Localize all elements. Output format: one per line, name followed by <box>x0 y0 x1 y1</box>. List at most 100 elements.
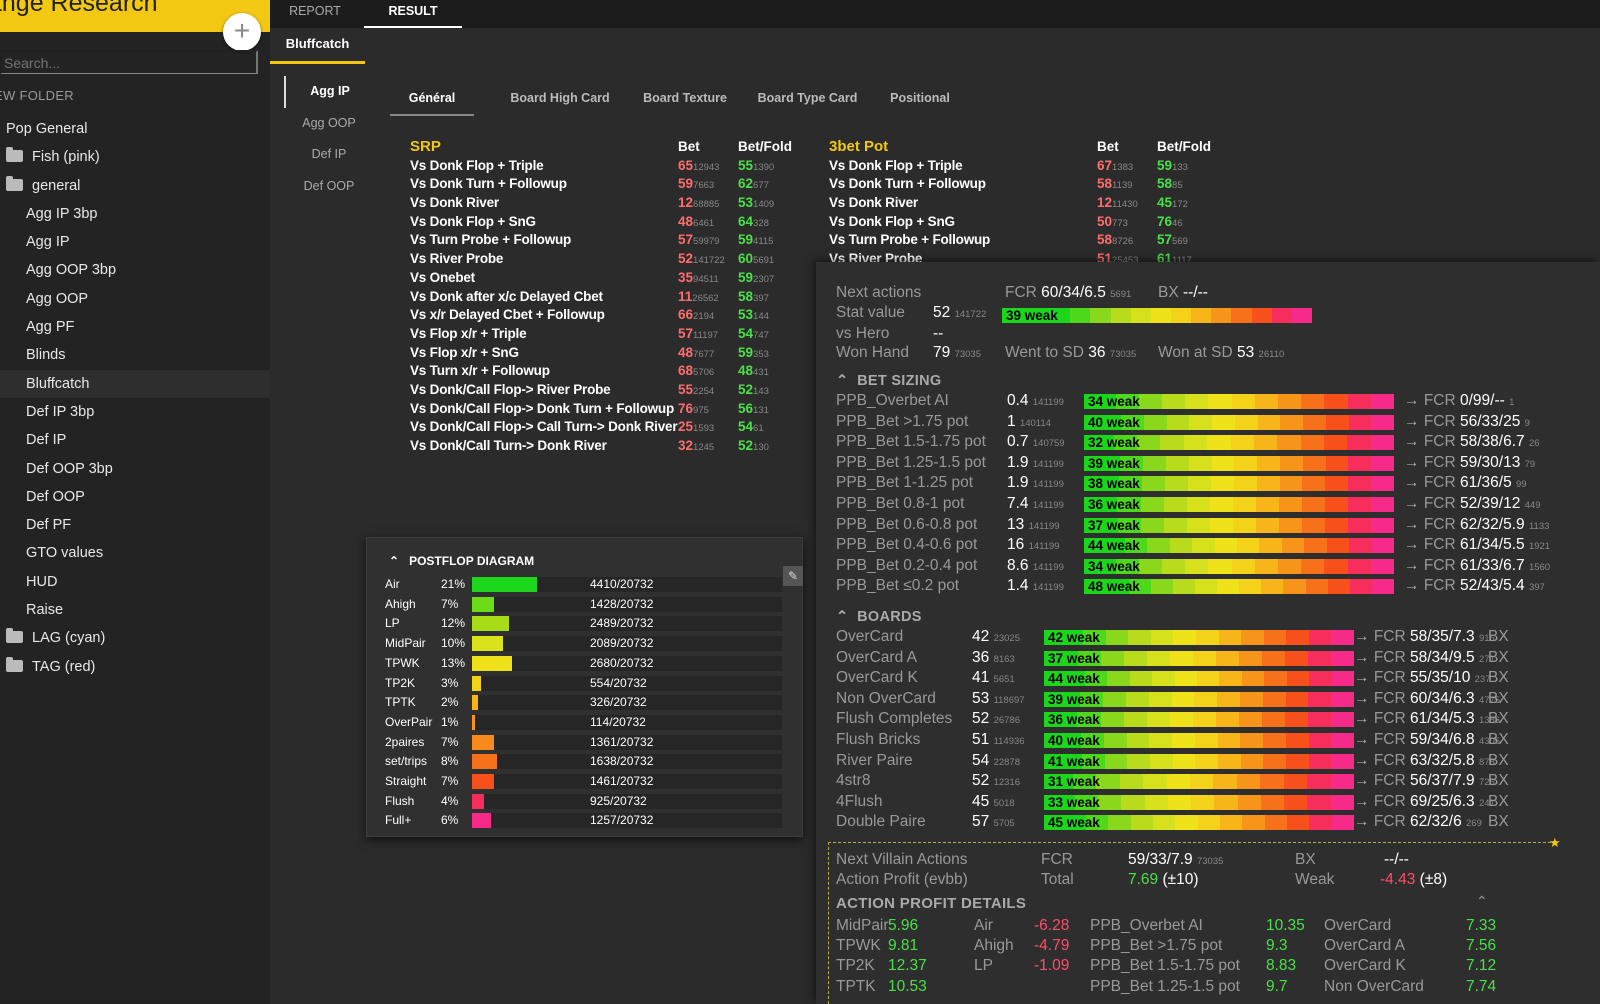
bar-segment <box>1192 712 1217 728</box>
stat-row[interactable]: Vs x/r Delayed Cbet + Followup 662194 5314… <box>410 306 810 325</box>
folder-item[interactable]: Agg OOP 3bp <box>0 256 270 284</box>
folder-item[interactable]: Def IP <box>0 426 270 454</box>
stat-row[interactable]: Vs Turn Probe + Followup 588726 57569 <box>829 231 1229 250</box>
tab-positional[interactable]: Positional <box>890 91 950 105</box>
tab-bluffcatch[interactable]: Bluffcatch <box>270 28 365 64</box>
stat-row[interactable]: Vs Donk Flop + Triple 6512943 551390 <box>410 157 810 176</box>
tab-report[interactable]: REPORT <box>289 4 341 18</box>
add-button[interactable]: + <box>223 13 261 51</box>
stat-row[interactable]: Vs Donk Flop + Triple 671383 59133 <box>829 157 1229 176</box>
betfold-percent: 59 <box>738 232 754 248</box>
folder-item[interactable]: Fish (pink) <box>0 143 270 171</box>
stat-row[interactable]: Vs Donk Flop + SnG 50773 7646 <box>829 213 1229 232</box>
folder-item[interactable]: TAG (red) <box>0 653 270 681</box>
folder-item[interactable]: Bluffcatch <box>0 369 270 398</box>
bet-sizing-row[interactable]: PPB_Bet 1.25-1.5 pot 1.9 141199 39 weak → F… <box>836 454 1596 475</box>
folder-item-label: general <box>32 177 81 194</box>
board-row[interactable]: OverCard 42 23025 42 weak → FCR 58/35/7.3 9… <box>836 628 1596 649</box>
bet-sizing-row[interactable]: PPB_Bet ≤0.2 pot 1.4 141199 48 weak → FCR 5… <box>836 577 1596 598</box>
stat-row[interactable]: Vs Turn x/r + Followup 685706 48431 <box>410 362 810 381</box>
bet-sizing-row[interactable]: PPB_Bet >1.75 pot 1 140114 40 weak → FCR 56… <box>836 413 1596 434</box>
tab-board-high-card[interactable]: Board High Card <box>510 91 610 105</box>
postflop-row: OverPair 1% 114/20732 <box>385 713 783 733</box>
bar-segment <box>1239 691 1264 707</box>
stat-row[interactable]: Vs Donk/Call Flop-> Donk Turn + Followup… <box>410 400 810 419</box>
tab-board-texture[interactable]: Board Texture <box>643 91 727 105</box>
pin-icon[interactable]: ✎ <box>783 566 803 586</box>
stat-row[interactable]: Vs Donk River 1268885 531409 <box>410 194 810 213</box>
stat-row[interactable]: Vs Donk Turn + Followup 597663 62677 <box>410 175 810 194</box>
folder-item[interactable]: Def IP 3bp <box>0 398 270 426</box>
bet-percent: 12 <box>1097 195 1113 211</box>
folder-item[interactable]: Blinds <box>0 341 270 369</box>
folder-item[interactable]: LAG (cyan) <box>0 624 270 652</box>
row-fcr: → FCR 0/99/-- 1 <box>1404 392 1514 410</box>
folder-item[interactable]: Raise <box>0 596 270 624</box>
stat-row[interactable]: Vs Turn Probe + Followup 5759979 594115 <box>410 231 810 250</box>
bar-segment <box>1162 394 1187 409</box>
board-row[interactable]: OverCard A 36 8163 37 weak → FCR 58/34/9.5 … <box>836 649 1596 670</box>
folder-item[interactable]: Agg OOP <box>0 285 270 313</box>
stat-row[interactable]: Vs River Probe 52141722 605691 <box>410 250 810 269</box>
tab-agg-ip[interactable]: Agg IP <box>284 76 374 108</box>
tab-def-ip[interactable]: Def IP <box>311 147 347 161</box>
folder-item[interactable]: Agg IP <box>0 228 270 256</box>
stat-row[interactable]: Vs Donk/Call Flop-> River Probe 552254 521… <box>410 381 810 400</box>
bet-sizing-row[interactable]: PPB_Bet 0.6-0.8 pot 13 141199 37 weak → FCR… <box>836 516 1596 537</box>
stat-row[interactable]: Vs Donk Flop + SnG 486461 64328 <box>410 213 810 232</box>
search-input[interactable] <box>0 50 258 74</box>
boards-header[interactable]: ⌃ BOARDS <box>836 609 922 625</box>
stat-row[interactable]: Vs Donk River 1211430 45172 <box>829 194 1229 213</box>
star-icon[interactable]: ★ <box>1549 835 1561 850</box>
stat-row[interactable]: Vs Flop x/r + SnG 487677 59353 <box>410 344 810 363</box>
folder-item[interactable]: Def OOP 3bp <box>0 455 270 483</box>
bet-sizing-row[interactable]: PPB_Bet 1.5-1.75 pot 0.7 140759 32 weak → F… <box>836 433 1596 454</box>
bar-segment <box>1302 455 1327 471</box>
new-folder-button[interactable]: EW FOLDER <box>0 88 74 103</box>
bar-segment <box>1327 579 1351 595</box>
folder-item[interactable]: Def OOP <box>0 483 270 511</box>
tab-def-oop[interactable]: Def OOP <box>303 178 355 193</box>
bet-sizing-row[interactable]: PPB_Overbet AI 0.4 141199 34 weak → FCR 0/9… <box>836 392 1596 413</box>
folder-item[interactable]: Agg PF <box>0 313 270 341</box>
fcr-value: 69/25/6.3 <box>1409 792 1475 810</box>
bar-segment <box>1185 558 1210 574</box>
board-row[interactable]: 4str8 52 12316 31 weak → FCR 56/37/7.9 726 B… <box>836 772 1596 793</box>
board-row[interactable]: OverCard K 41 5651 44 weak → FCR 55/35/10 2… <box>836 669 1596 690</box>
board-row[interactable]: Flush Completes 52 26786 36 weak → FCR 61/3… <box>836 710 1596 731</box>
postflop-label: MidPair <box>385 636 426 651</box>
stat-row[interactable]: Vs Flop x/r + Triple 5711197 54747 <box>410 325 810 344</box>
tab-board-type-card[interactable]: Board Type Card <box>757 91 858 105</box>
bet-sizing-row[interactable]: PPB_Bet 0.4-0.6 pot 16 141199 44 weak → FCR… <box>836 536 1596 557</box>
folder-item[interactable]: HUD <box>0 568 270 596</box>
postflop-bar-track <box>472 577 782 592</box>
bar-segment <box>1143 774 1168 790</box>
board-row[interactable]: River Paire 54 22878 41 weak → FCR 63/32/5.… <box>836 752 1596 773</box>
stat-row[interactable]: Vs Donk/Call Flop-> Call Turn-> Donk Riv… <box>410 418 810 437</box>
postflop-title[interactable]: ⌃ POSTFLOP DIAGRAM <box>389 554 535 568</box>
stat-row[interactable]: Vs Onebet 3594511 592307 <box>410 269 810 288</box>
tab-agg-oop[interactable]: Agg OOP <box>302 115 356 130</box>
board-row[interactable]: Double Paire 57 5705 45 weak → FCR 62/32/6 … <box>836 813 1596 834</box>
board-row[interactable]: Non OverCard 53 118697 39 weak → FCR 60/34/… <box>836 690 1596 711</box>
board-row[interactable]: Flush Bricks 51 114936 40 weak → FCR 59/34/… <box>836 731 1596 752</box>
stat-row[interactable]: Vs Donk after x/c Delayed Cbet 1126562 583… <box>410 288 810 307</box>
stat-row[interactable]: Vs Donk Turn + Followup 581139 5885 <box>829 175 1229 194</box>
bar-segment <box>1324 558 1349 574</box>
bet-sizing-row[interactable]: PPB_Bet 1-1.25 pot 1.9 141199 38 weak → FCR… <box>836 474 1596 495</box>
stat-row[interactable]: Vs Donk/Call Turn-> Donk River 321245 5213… <box>410 437 810 456</box>
bet-value: 6512943 <box>678 157 719 178</box>
folder-item[interactable]: Def PF <box>0 511 270 539</box>
tab-g-n-ral[interactable]: Général <box>390 84 474 116</box>
collapse-chevron-icon[interactable]: ⌃ <box>1476 893 1488 909</box>
bet-sizing-header[interactable]: ⌃ BET SIZING <box>836 373 942 389</box>
board-row[interactable]: 4Flush 45 5018 33 weak → FCR 69/25/6.3 241 B… <box>836 793 1596 814</box>
folder-item[interactable]: general <box>0 172 270 200</box>
folder-item[interactable]: Agg IP 3bp <box>0 200 270 228</box>
bar-segment <box>1195 630 1220 645</box>
bet-sizing-row[interactable]: PPB_Bet 0.2-0.4 pot 8.6 141199 34 weak → FC… <box>836 557 1596 578</box>
bet-sizing-row[interactable]: PPB_Bet 0.8-1 pot 7.4 141199 36 weak → FCR … <box>836 495 1596 516</box>
folder-item[interactable]: Pop General <box>0 115 270 143</box>
tab-result[interactable]: RESULT <box>364 0 462 28</box>
folder-item[interactable]: GTO values <box>0 539 270 567</box>
